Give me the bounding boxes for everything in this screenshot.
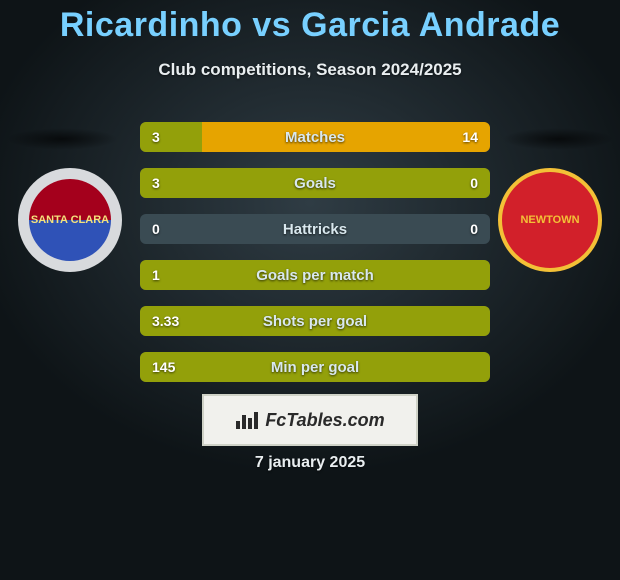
bar-value-player1: 0: [152, 214, 160, 244]
bar-row: 145Min per goal: [140, 352, 490, 382]
bar-row: 1Goals per match: [140, 260, 490, 290]
bar-label: Hattricks: [140, 214, 490, 244]
comparison-bars: 314Matches30Goals00Hattricks1Goals per m…: [140, 122, 490, 398]
footer-brand-badge: FcTables.com: [202, 394, 418, 446]
bar-value-player1: 145: [152, 352, 175, 382]
comparison-infographic: Ricardinho vs Garcia Andrade Club compet…: [0, 0, 620, 580]
bar-row: 0 0Hattricks: [140, 214, 490, 244]
bar-seg-player2: [202, 122, 490, 152]
club2-inner: NEWTOWN: [498, 168, 602, 272]
bar-row: 314Matches: [140, 122, 490, 152]
bar-value-player1: 1: [152, 260, 160, 290]
bar-seg-player1: [140, 168, 490, 198]
club2-shadow: [502, 128, 614, 150]
club2-badge: NEWTOWN: [498, 168, 602, 272]
club1-ring: SANTA CLARA: [18, 168, 122, 272]
bar-seg-player1: [140, 260, 490, 290]
bar-seg-player1: [140, 352, 490, 382]
bar-value-player2: 0: [470, 214, 478, 244]
bar-value-player2: 0: [470, 168, 478, 198]
bar-value-player1: 3.33: [152, 306, 179, 336]
bar-chart-icon: [235, 411, 259, 429]
page-title: Ricardinho vs Garcia Andrade: [0, 6, 620, 45]
bar-row: 30Goals: [140, 168, 490, 198]
bar-value-player1: 3: [152, 168, 160, 198]
subtitle: Club competitions, Season 2024/2025: [0, 60, 620, 80]
club2-label: NEWTOWN: [520, 214, 579, 226]
club1-badge: SANTA CLARA: [18, 168, 122, 272]
bar-seg-player1: [140, 122, 202, 152]
club1-inner: SANTA CLARA: [29, 179, 111, 261]
bar-value-player1: 3: [152, 122, 160, 152]
bar-value-player2: 14: [462, 122, 478, 152]
bar-seg-player1: [140, 306, 490, 336]
footer-brand-text: FcTables.com: [265, 410, 384, 431]
club1-shadow: [6, 128, 118, 150]
club1-label: SANTA CLARA: [31, 214, 109, 226]
footer-date: 7 january 2025: [0, 454, 620, 472]
bar-row: 3.33Shots per goal: [140, 306, 490, 336]
